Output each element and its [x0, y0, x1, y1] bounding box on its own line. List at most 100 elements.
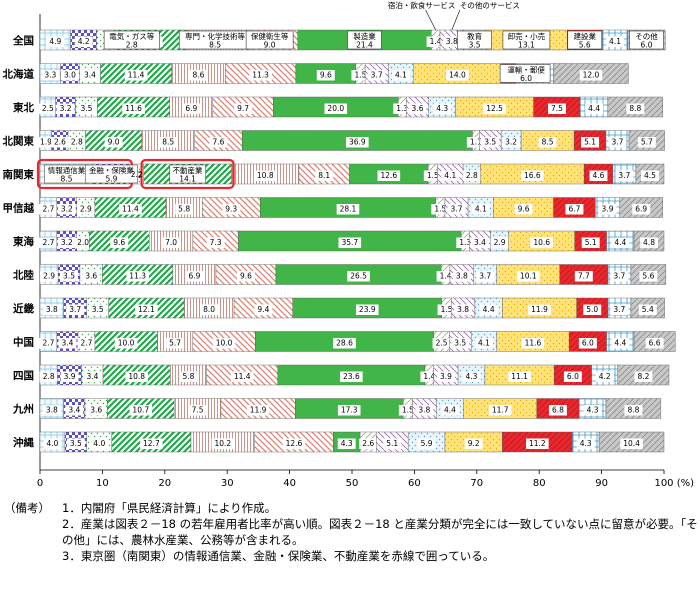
value-label: 10.0: [216, 339, 233, 348]
value-label-bg: [576, 438, 595, 449]
value-label-bg: [60, 70, 79, 81]
value-label-bg: [608, 137, 627, 148]
value-label-bg: [426, 36, 445, 47]
value-label-bg: [578, 338, 597, 349]
value-label-bg: [254, 304, 273, 315]
value-label-bg: [236, 271, 255, 282]
value-label: 12.7: [143, 439, 160, 448]
value-label-bg: [316, 70, 335, 81]
region-label: 北関東: [3, 135, 35, 148]
value-label: 14.0: [449, 71, 466, 80]
value-label-bg: [57, 237, 76, 248]
value-label-bg: [119, 204, 142, 215]
value-label: 8.1: [318, 171, 330, 180]
value-label-bg: [179, 371, 198, 382]
value-label: 4.1: [609, 37, 621, 46]
value-label-bg: [589, 170, 608, 181]
value-label: 9.6: [518, 205, 530, 214]
value-label-bg: [637, 137, 656, 148]
value-label-bg: [188, 405, 207, 416]
value-label: 2.9: [80, 205, 92, 214]
value-label: 5.8: [178, 205, 190, 214]
value-label: 4.3: [466, 372, 478, 381]
value-label-bg: [175, 204, 194, 215]
value-label: 10.7: [132, 406, 149, 415]
value-label: 2.8: [43, 372, 55, 381]
value-label: 10.0: [118, 339, 135, 348]
value-label: 12.6: [380, 171, 397, 180]
x-tick-label: 50: [346, 478, 359, 489]
value-label: 3.6: [85, 272, 97, 281]
value-label-bg: [521, 338, 545, 349]
value-label: 17.3: [341, 406, 358, 415]
value-label: 3.4: [61, 339, 73, 348]
x-tick-label: 60: [408, 478, 421, 489]
value-label: 11.9: [531, 305, 548, 314]
value-label: 7.3: [210, 238, 222, 247]
value-label-bg: [129, 405, 153, 416]
value-label-bg: [446, 70, 469, 81]
value-label-bg: [135, 304, 158, 315]
value-label-bg: [583, 304, 602, 315]
value-label-bg: [104, 137, 123, 148]
minami-kanto-name: 情報通信業: [48, 165, 86, 175]
value-label: 2.0: [77, 238, 89, 247]
value-label-bg: [50, 137, 69, 148]
value-label-bg: [60, 271, 78, 282]
value-label-bg: [466, 137, 485, 148]
value-label: 6.0: [567, 372, 579, 381]
value-label: 5.1: [386, 439, 398, 448]
value-label: 1.4: [430, 37, 442, 46]
minami-kanto-value: 8.5: [61, 175, 73, 184]
value-label-bg: [483, 103, 506, 114]
value-label-bg: [528, 304, 551, 315]
value-label: 1.3: [459, 238, 471, 247]
category-box: [457, 30, 492, 50]
hokkaido-transport-name: 運輸・郵便: [507, 65, 545, 75]
value-label: 4.4: [483, 305, 495, 314]
value-label-bg: [490, 237, 509, 248]
value-label: 8.0: [203, 305, 215, 314]
zenkoku-建設業-name: 建設業: [574, 31, 597, 41]
value-label-bg: [638, 304, 657, 315]
value-label: 9.2: [468, 439, 480, 448]
value-label: 3.7: [618, 171, 630, 180]
value-label: 4.3: [436, 104, 448, 113]
x-tick-label: 0: [37, 478, 43, 489]
value-label: 4.1: [475, 205, 487, 214]
value-label: 1.5: [427, 171, 439, 180]
value-label-bg: [538, 137, 557, 148]
value-label-bg: [74, 237, 93, 248]
callout-line: [451, 9, 461, 31]
value-label-bg: [209, 137, 228, 148]
value-label-bg: [80, 70, 99, 81]
value-label-bg: [338, 237, 362, 248]
value-label: 3.8: [46, 406, 58, 415]
value-label: 11.7: [492, 406, 509, 415]
zenkoku-専門・化学技術等-name: 専門・化学技術等: [185, 31, 245, 41]
value-label: 3.7: [613, 305, 625, 314]
value-label-bg: [39, 338, 58, 349]
note-text-3: 3．東京圏（南関東）の情報通信業、金融・保険業、不動産業を赤線で囲っている。: [62, 549, 495, 563]
value-label: 4.3: [580, 439, 592, 448]
value-label-bg: [548, 405, 567, 416]
value-label: 4.0: [93, 439, 105, 448]
value-label: 3.5: [81, 104, 93, 113]
value-label-bg: [359, 438, 378, 449]
value-label: 2.9: [494, 238, 506, 247]
x-tick-label: 100: [654, 478, 673, 489]
value-label: 3.4: [84, 71, 96, 80]
value-label-bg: [626, 103, 645, 114]
value-label-bg: [595, 371, 614, 382]
value-label-bg: [36, 137, 55, 148]
value-label-bg: [440, 405, 459, 416]
value-label-bg: [432, 338, 451, 349]
value-label-bg: [76, 204, 95, 215]
value-label: 11.4: [122, 205, 139, 214]
value-label: 28.6: [336, 339, 353, 348]
value-label-bg: [40, 271, 59, 282]
value-label: 3.0: [64, 71, 76, 80]
x-tick-label: 80: [533, 478, 546, 489]
value-label-bg: [315, 170, 334, 181]
value-label: 8.6: [193, 71, 205, 80]
